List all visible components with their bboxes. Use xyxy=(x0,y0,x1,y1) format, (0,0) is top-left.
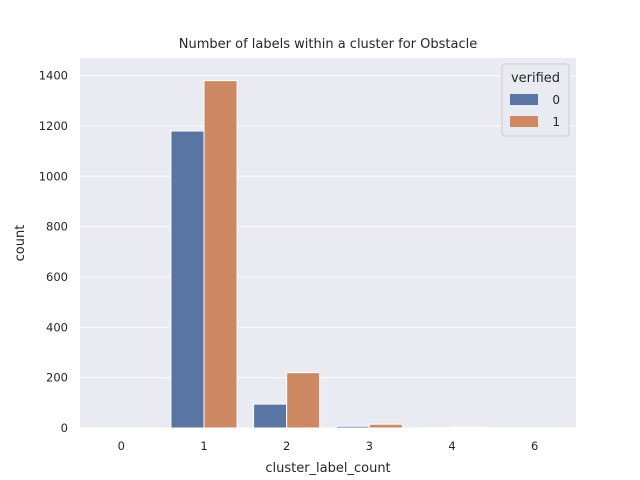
legend-label: 1 xyxy=(552,115,560,129)
y-axis-label: count xyxy=(13,225,28,262)
bar xyxy=(286,372,321,429)
x-tick-label: 3 xyxy=(366,439,373,453)
y-tick-labels: 0 200 400 600 800 1000 1200 1400 xyxy=(39,69,68,435)
legend-swatch xyxy=(510,116,538,127)
y-tick-label: 1400 xyxy=(39,69,68,83)
bar xyxy=(451,426,486,429)
legend-title: verified xyxy=(511,71,560,86)
grid-lines xyxy=(80,75,576,429)
bar xyxy=(418,426,453,429)
x-tick-label: 6 xyxy=(531,439,538,453)
y-tick-label: 600 xyxy=(46,270,68,284)
y-tick-label: 1200 xyxy=(39,119,68,133)
x-tick-label: 2 xyxy=(283,439,290,453)
bar xyxy=(253,403,288,429)
bar xyxy=(335,425,370,429)
y-tick-label: 400 xyxy=(46,320,68,334)
legend-swatch xyxy=(510,94,538,105)
bars xyxy=(87,80,569,429)
plot-area xyxy=(80,58,576,428)
y-tick-label: 800 xyxy=(46,220,68,234)
y-tick-label: 200 xyxy=(46,371,68,385)
legend-label: 0 xyxy=(552,93,560,107)
legend: verified 0 1 xyxy=(501,63,570,137)
x-tick-labels: 0 1 2 3 4 6 xyxy=(118,439,539,453)
y-tick-label: 1000 xyxy=(39,169,68,183)
x-axis-label: cluster_label_count xyxy=(265,461,390,476)
x-tick-label: 4 xyxy=(448,439,455,453)
bar xyxy=(203,80,238,429)
bar xyxy=(170,130,205,429)
y-tick-label: 0 xyxy=(61,421,68,435)
bar xyxy=(368,423,403,429)
x-tick-label: 0 xyxy=(118,439,125,453)
chart-title: Number of labels within a cluster for Ob… xyxy=(179,37,477,52)
x-tick-label: 1 xyxy=(200,439,207,453)
